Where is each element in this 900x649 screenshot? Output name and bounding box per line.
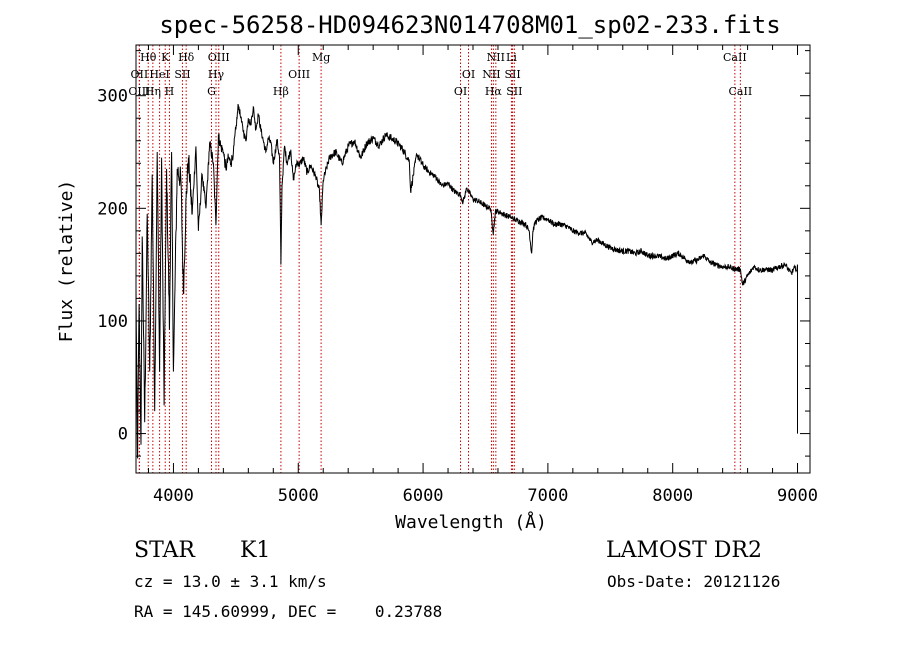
spectral-line-label: SII bbox=[174, 68, 190, 81]
spectral-line-label: HeI bbox=[149, 68, 169, 81]
spectral-line-label: OII bbox=[131, 68, 149, 81]
spectral-line-label: SII bbox=[506, 85, 522, 98]
y-tick-label: 100 bbox=[97, 312, 128, 332]
x-axis-ticks: 4000 5000 6000 7000 8000 9000 bbox=[147, 45, 818, 506]
spectral-line-label: NII bbox=[487, 51, 505, 64]
spectral-line-label: K bbox=[161, 51, 170, 64]
spectral-line-label: OIII bbox=[208, 51, 230, 64]
spectral-line-label: Hη bbox=[145, 85, 161, 98]
object-subclass: K1 bbox=[240, 538, 271, 563]
spectral-line-label: OIII bbox=[288, 68, 310, 81]
obs-date-text: Obs-Date: 20121126 bbox=[607, 572, 781, 591]
y-tick-label: 0 bbox=[118, 425, 128, 445]
spectral-line-label: CaII bbox=[729, 85, 753, 98]
coordinates-text: RA = 145.60999, DEC = 0.23788 bbox=[134, 602, 443, 621]
spectral-line-label: SII bbox=[504, 68, 520, 81]
spectral-line-label: H bbox=[165, 85, 175, 98]
plot-frame bbox=[135, 44, 811, 474]
spectral-line-label: OI bbox=[462, 68, 475, 81]
spectral-line-label: Mg bbox=[312, 51, 330, 64]
spectral-line-label: CaII bbox=[723, 51, 747, 64]
y-axis-label: Flux (relative) bbox=[56, 180, 77, 343]
y-axis-ticks: 0 100 200 300 bbox=[97, 50, 810, 457]
spectral-line-label: Hα bbox=[485, 85, 503, 98]
object-class: STAR bbox=[134, 538, 195, 563]
spectral-line-label: NII bbox=[482, 68, 500, 81]
spectral-line-label: OI bbox=[454, 85, 467, 98]
spectral-line-label: OIII bbox=[128, 85, 150, 98]
spectral-line-label: Li bbox=[506, 51, 517, 64]
x-tick-label: 8000 bbox=[652, 486, 693, 506]
x-tick-label: 5000 bbox=[278, 486, 319, 506]
y-tick-label: 200 bbox=[97, 199, 128, 219]
spectral-line-label: G bbox=[207, 85, 216, 98]
x-axis-label: Wavelength (Å) bbox=[395, 511, 547, 533]
x-tick-label: 7000 bbox=[527, 486, 568, 506]
spectral-line-label: Hδ bbox=[178, 51, 195, 64]
chart-title: spec-56258-HD094623N014708M01_sp02-233.f… bbox=[159, 11, 780, 39]
spectral-line-label: Hγ bbox=[208, 68, 225, 81]
spectral-line-label: Hθ bbox=[140, 51, 157, 64]
spectrum-line bbox=[135, 103, 798, 459]
x-tick-label: 6000 bbox=[403, 486, 444, 506]
x-tick-label: 9000 bbox=[777, 486, 818, 506]
survey-name: LAMOST DR2 bbox=[606, 538, 762, 563]
x-tick-label: 4000 bbox=[153, 486, 194, 506]
spectral-line-label: Hβ bbox=[273, 85, 289, 98]
redshift-text: cz = 13.0 ± 3.1 km/s bbox=[134, 572, 327, 591]
y-tick-label: 300 bbox=[97, 87, 128, 107]
